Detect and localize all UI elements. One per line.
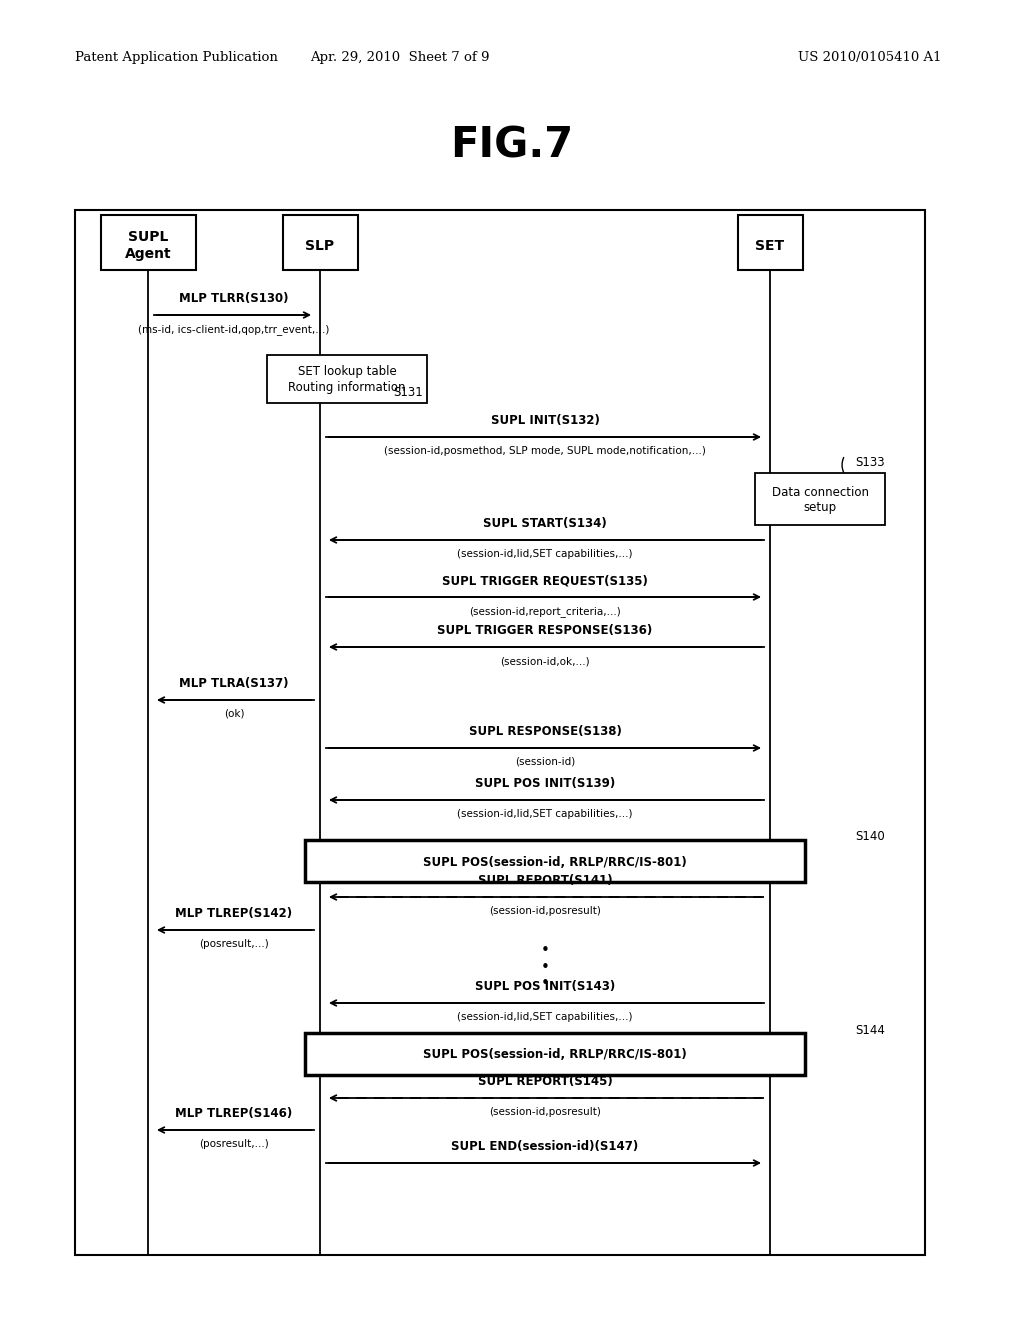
Text: (session-id,lid,SET capabilities,...): (session-id,lid,SET capabilities,...) xyxy=(458,809,633,818)
Bar xyxy=(737,215,803,271)
Text: SUPL TRIGGER RESPONSE(S136): SUPL TRIGGER RESPONSE(S136) xyxy=(437,624,652,638)
Text: (session-id,posresult): (session-id,posresult) xyxy=(489,1107,601,1117)
Bar xyxy=(755,473,885,525)
Text: SET lookup table
Routing information: SET lookup table Routing information xyxy=(288,366,406,395)
Text: SUPL POS INIT(S143): SUPL POS INIT(S143) xyxy=(475,979,615,993)
Text: (posresult,...): (posresult,...) xyxy=(199,939,269,949)
Text: SUPL INIT(S132): SUPL INIT(S132) xyxy=(490,414,599,426)
Text: SUPL POS(session-id, RRLP/RRC/IS-801): SUPL POS(session-id, RRLP/RRC/IS-801) xyxy=(423,855,687,869)
Bar xyxy=(305,840,805,882)
Text: Data connection
setup: Data connection setup xyxy=(771,486,868,515)
Text: MLP TLREP(S146): MLP TLREP(S146) xyxy=(175,1107,293,1119)
Text: SUPL POS INIT(S139): SUPL POS INIT(S139) xyxy=(475,777,615,789)
Text: (session-id,posresult): (session-id,posresult) xyxy=(489,906,601,916)
Text: Apr. 29, 2010  Sheet 7 of 9: Apr. 29, 2010 Sheet 7 of 9 xyxy=(310,51,489,65)
Bar xyxy=(283,215,357,271)
Bar xyxy=(100,215,196,271)
Text: (session-id,report_criteria,...): (session-id,report_criteria,...) xyxy=(469,606,621,616)
Text: US 2010/0105410 A1: US 2010/0105410 A1 xyxy=(799,51,942,65)
Text: (session-id,lid,SET capabilities,...): (session-id,lid,SET capabilities,...) xyxy=(458,1012,633,1022)
Bar xyxy=(75,210,925,1255)
Text: S133: S133 xyxy=(855,455,885,469)
Text: (session-id,posmethod, SLP mode, SUPL mode,notification,...): (session-id,posmethod, SLP mode, SUPL mo… xyxy=(384,446,706,455)
Bar xyxy=(305,1034,805,1074)
Text: FIG.7: FIG.7 xyxy=(451,124,573,166)
Text: •
•
•: • • • xyxy=(541,944,550,991)
Text: S131: S131 xyxy=(393,387,423,400)
Text: (session-id,lid,SET capabilities,...): (session-id,lid,SET capabilities,...) xyxy=(458,549,633,558)
Text: (ms-id, ics-client-id,qop,trr_event,...): (ms-id, ics-client-id,qop,trr_event,...) xyxy=(138,323,330,335)
Text: MLP TLRR(S130): MLP TLRR(S130) xyxy=(179,292,289,305)
Text: SUPL
Agent: SUPL Agent xyxy=(125,230,171,261)
Text: MLP TLRA(S137): MLP TLRA(S137) xyxy=(179,677,289,690)
Text: Patent Application Publication: Patent Application Publication xyxy=(75,51,278,65)
Text: (session-id): (session-id) xyxy=(515,756,575,767)
Text: (session-id,ok,...): (session-id,ok,...) xyxy=(500,656,590,667)
Text: S140: S140 xyxy=(855,829,885,842)
Text: SLP: SLP xyxy=(305,239,335,252)
Text: SUPL REPORT(S145): SUPL REPORT(S145) xyxy=(477,1074,612,1088)
Text: SUPL START(S134): SUPL START(S134) xyxy=(483,517,607,531)
Text: SUPL END(session-id)(S147): SUPL END(session-id)(S147) xyxy=(452,1140,639,1152)
Text: SUPL POS(session-id, RRLP/RRC/IS-801): SUPL POS(session-id, RRLP/RRC/IS-801) xyxy=(423,1048,687,1061)
Text: SET: SET xyxy=(756,239,784,252)
Text: SUPL REPORT(S141): SUPL REPORT(S141) xyxy=(477,874,612,887)
Text: (ok): (ok) xyxy=(224,709,245,719)
Bar xyxy=(267,355,427,403)
Text: SUPL TRIGGER REQUEST(S135): SUPL TRIGGER REQUEST(S135) xyxy=(442,574,648,587)
Text: (posresult,...): (posresult,...) xyxy=(199,1139,269,1148)
Text: SUPL RESPONSE(S138): SUPL RESPONSE(S138) xyxy=(469,725,622,738)
Text: MLP TLREP(S142): MLP TLREP(S142) xyxy=(175,907,293,920)
Text: S144: S144 xyxy=(855,1023,885,1036)
